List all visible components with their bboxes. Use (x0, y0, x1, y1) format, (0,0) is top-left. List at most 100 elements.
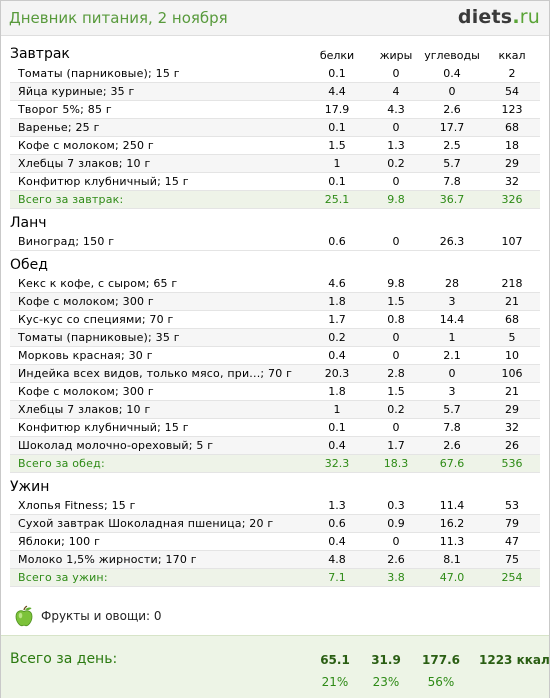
column-header-fat: жиры (379, 49, 413, 62)
food-row: Кофе с молоком; 300 г 1.8 1.5 3 21 (10, 293, 540, 311)
food-name: Кус-кус со специями; 70 г (18, 313, 174, 326)
carbs-value: 26.3 (439, 235, 465, 248)
food-row: Шоколад молочно-ореховый; 5 г 0.4 1.7 2.6 26 (10, 437, 540, 455)
day-percent-protein: 21% (321, 675, 349, 689)
protein-value: 7.1 (328, 571, 346, 584)
food-row: Хлебцы 7 злаков; 10 г 1 0.2 5.7 29 (10, 155, 540, 173)
protein-value: 0.1 (328, 175, 346, 188)
food-row: Хлебцы 7 злаков; 10 г 1 0.2 5.7 29 (10, 401, 540, 419)
fat-value: 0 (392, 175, 400, 188)
fat-value: 0 (392, 349, 400, 362)
food-row: Кофе с молоком; 300 г 1.8 1.5 3 21 (10, 383, 540, 401)
logo-dot: . (512, 6, 520, 28)
protein-value: 0.1 (328, 67, 346, 80)
total-label: Всего за ужин: (18, 571, 108, 584)
protein-value: 1.5 (328, 139, 346, 152)
meal-title-breakfast: Завтрак (10, 46, 70, 62)
protein-value: 0.4 (328, 439, 346, 452)
kcal-value: 53 (505, 499, 519, 512)
food-row: Яблоки; 100 г 0.4 0 11.3 47 (10, 533, 540, 551)
food-name: Варенье; 25 г (18, 121, 100, 134)
total-label: Всего за завтрак: (18, 193, 124, 206)
kcal-value: 218 (501, 277, 523, 290)
food-row: Варенье; 25 г 0.1 0 17.7 68 (10, 119, 540, 137)
food-row: Морковь красная; 30 г 0.4 0 2.1 10 (10, 347, 540, 365)
carbs-value: 3 (448, 295, 456, 308)
fruits-label: Фрукты и овощи: 0 (41, 609, 162, 623)
page-title: Дневник питания, 2 ноября (9, 9, 228, 27)
protein-value: 4.4 (328, 85, 346, 98)
food-row: Кофе с молоком; 250 г 1.5 1.3 2.5 18 (10, 137, 540, 155)
carbs-value: 8.1 (443, 553, 461, 566)
protein-value: 17.9 (324, 103, 350, 116)
kcal-value: 29 (505, 157, 519, 170)
food-name: Шоколад молочно-ореховый; 5 г (18, 439, 214, 452)
kcal-value: 26 (505, 439, 519, 452)
kcal-value: 75 (505, 553, 519, 566)
protein-value: 0.6 (328, 235, 346, 248)
fat-value: 0.8 (387, 313, 405, 326)
fat-value: 1.5 (387, 295, 405, 308)
carbs-value: 7.8 (443, 421, 461, 434)
meal-total-row: Всего за обед: 32.3 18.3 67.6 536 (10, 455, 540, 473)
food-name: Томаты (парниковые); 35 г (18, 331, 180, 344)
day-total-kcal: 1223 ккал (479, 653, 550, 667)
kcal-value: 5 (508, 331, 516, 344)
kcal-value: 68 (505, 313, 519, 326)
fat-value: 1.7 (387, 439, 405, 452)
site-logo[interactable]: diets.ru (458, 6, 540, 28)
protein-value: 25.1 (324, 193, 350, 206)
protein-value: 1.8 (328, 385, 346, 398)
food-name: Кекс к кофе, с сыром; 65 г (18, 277, 178, 290)
carbs-value: 2.6 (443, 439, 461, 452)
fat-value: 3.8 (387, 571, 405, 584)
column-header-carbs: углеводы (424, 49, 480, 62)
protein-value: 1.7 (328, 313, 346, 326)
food-name: Томаты (парниковые); 15 г (18, 67, 180, 80)
logo-tld: ru (519, 6, 540, 28)
day-total-band: Всего за день: 65.1 31.9 177.6 1223 ккал… (1, 635, 550, 698)
protein-value: 4.6 (328, 277, 346, 290)
protein-value: 0.4 (328, 535, 346, 548)
carbs-value: 0.4 (443, 67, 461, 80)
food-name: Яйца куриные; 35 г (18, 85, 135, 98)
fat-value: 4.3 (387, 103, 405, 116)
kcal-value: 29 (505, 403, 519, 416)
header-bar: Дневник питания, 2 ноября diets.ru (1, 1, 549, 36)
carbs-value: 2.6 (443, 103, 461, 116)
total-label: Всего за обед: (18, 457, 105, 470)
kcal-value: 536 (501, 457, 523, 470)
food-name: Хлебцы 7 злаков; 10 г (18, 403, 151, 416)
food-name: Виноград; 150 г (18, 235, 115, 248)
day-percent-fat: 23% (372, 675, 400, 689)
kcal-value: 54 (505, 85, 519, 98)
carbs-value: 5.7 (443, 403, 461, 416)
fat-value: 9.8 (387, 193, 405, 206)
carbs-value: 14.4 (439, 313, 465, 326)
carbs-value: 28 (445, 277, 459, 290)
carbs-value: 67.6 (439, 457, 465, 470)
carbs-value: 5.7 (443, 157, 461, 170)
food-row: Конфитюр клубничный; 15 г 0.1 0 7.8 32 (10, 419, 540, 437)
food-row: Кус-кус со специями; 70 г 1.7 0.8 14.4 68 (10, 311, 540, 329)
food-row: Яйца куриные; 35 г 4.4 4 0 54 (10, 83, 540, 101)
protein-value: 0.6 (328, 517, 346, 530)
day-total-label: Всего за день: (10, 651, 118, 667)
kcal-value: 21 (505, 295, 519, 308)
food-row: Конфитюр клубничный; 15 г 0.1 0 7.8 32 (10, 173, 540, 191)
kcal-value: 107 (501, 235, 523, 248)
food-name: Конфитюр клубничный; 15 г (18, 421, 189, 434)
carbs-value: 47.0 (439, 571, 465, 584)
kcal-value: 326 (501, 193, 523, 206)
kcal-value: 2 (508, 67, 516, 80)
food-row: Молоко 1,5% жирности; 170 г 4.8 2.6 8.1 75 (10, 551, 540, 569)
kcal-value: 10 (505, 349, 519, 362)
fat-value: 0 (392, 235, 400, 248)
carbs-value: 17.7 (439, 121, 465, 134)
kcal-value: 79 (505, 517, 519, 530)
meal-title-supper: Ужин (10, 479, 50, 495)
fat-value: 4 (392, 85, 400, 98)
protein-value: 0.4 (328, 349, 346, 362)
food-name: Сухой завтрак Шоколадная пшеница; 20 г (18, 517, 274, 530)
protein-value: 4.8 (328, 553, 346, 566)
